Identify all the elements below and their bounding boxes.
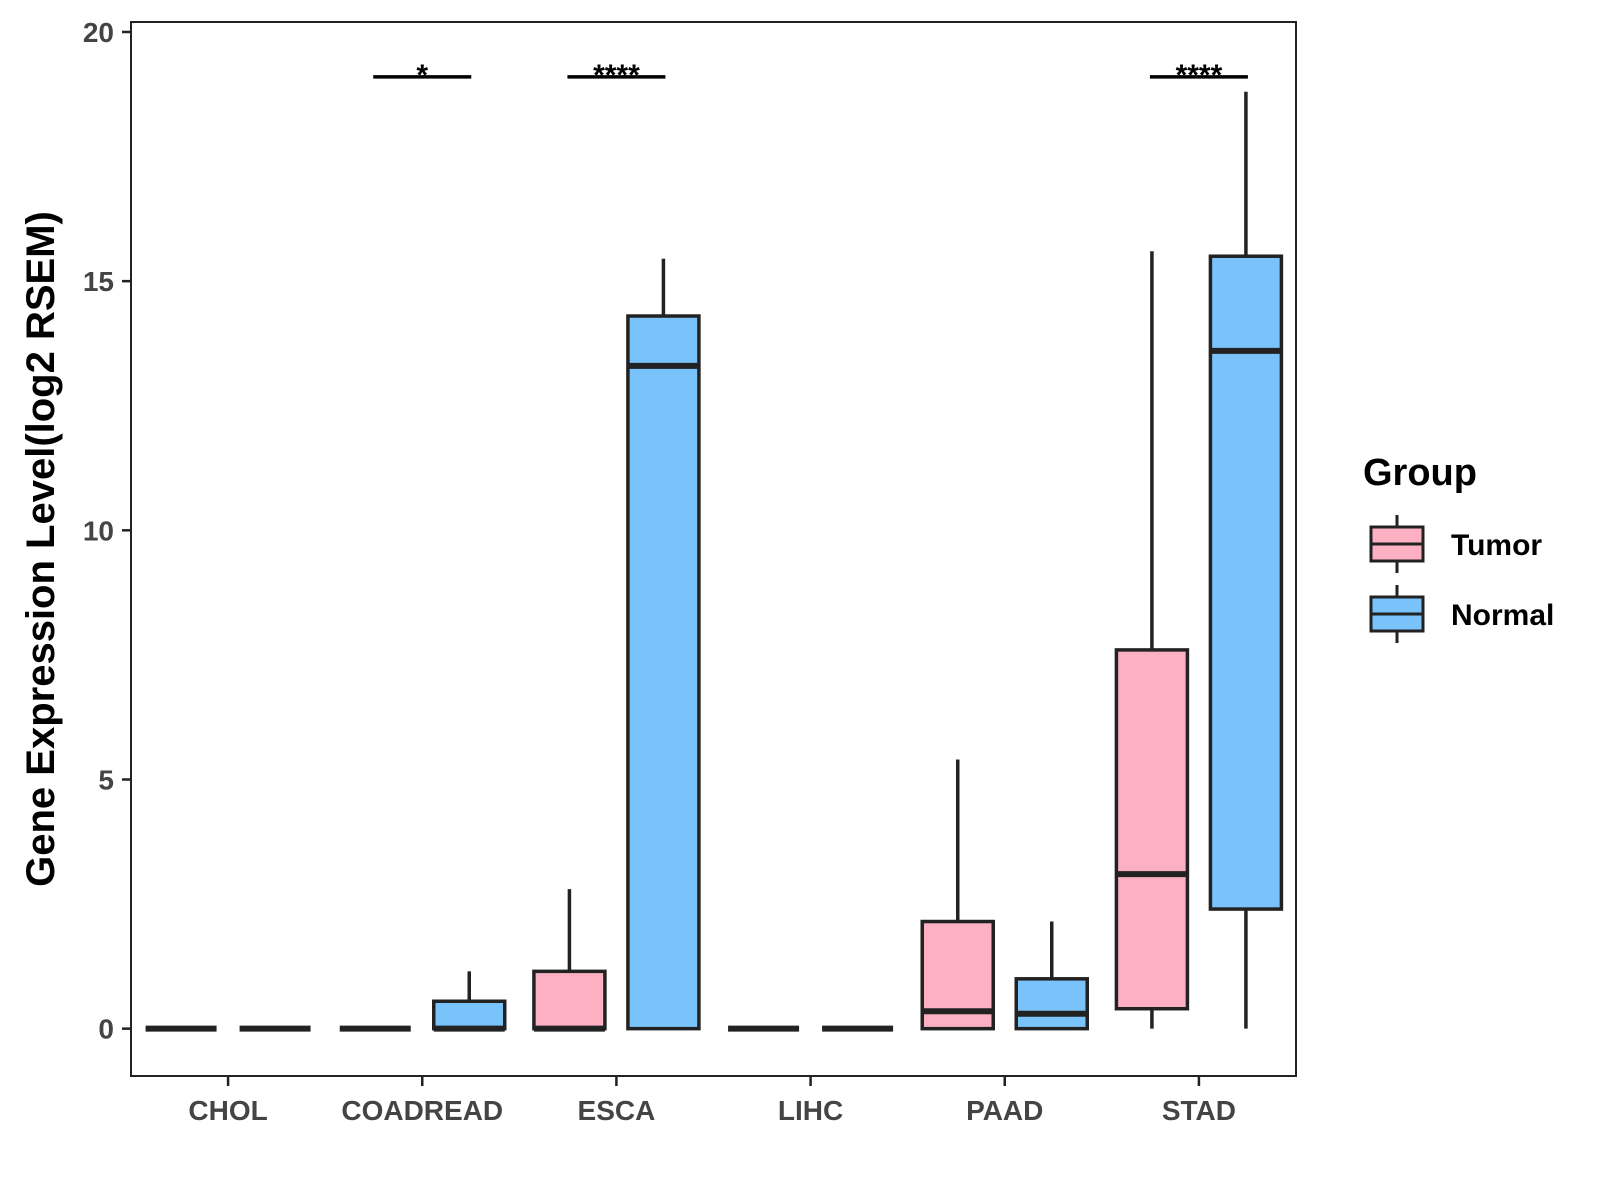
box-body (1208, 254, 1284, 911)
box-tumor-stad (1114, 251, 1190, 1029)
x-tick-label-coadread: COADREAD (341, 1095, 503, 1126)
box-normal-esca (626, 258, 701, 1031)
x-tick-label-chol: CHOL (188, 1095, 267, 1126)
y-tick-label: 10 (83, 515, 114, 546)
box-body (626, 314, 701, 1031)
legend-item-tumor: Tumor (1369, 515, 1542, 573)
box-tumor-esca (532, 889, 607, 1032)
box-normal-coadread (432, 971, 507, 1032)
x-tick-label-esca: ESCA (578, 1095, 656, 1126)
legend-label: Normal (1451, 599, 1554, 632)
y-tick-label: 15 (83, 266, 114, 297)
significance-layer: * **** **** (373, 59, 1248, 92)
significance-esca: **** (567, 59, 666, 92)
legend: Group Tumor Normal (1363, 452, 1554, 643)
y-tick-label: 5 (98, 764, 114, 795)
y-axis: 0 5 10 15 20 (83, 17, 131, 1045)
significance-stad: **** (1149, 59, 1248, 92)
x-tick-label-paad: PAAD (966, 1095, 1043, 1126)
box-body (532, 969, 607, 1031)
significance-coadread: * (373, 59, 472, 92)
box-body (1114, 648, 1190, 1011)
x-tick-label-lihc: LIHC (778, 1095, 843, 1126)
box-normal-paad (1014, 921, 1089, 1031)
boxes-layer (145, 91, 1284, 1032)
significance-label: **** (593, 59, 640, 92)
box-normal-stad (1208, 91, 1284, 1029)
significance-label: **** (1176, 59, 1223, 92)
y-tick-label: 0 (98, 1014, 114, 1045)
box-body (432, 999, 507, 1031)
x-axis: CHOL COADREAD ESCA LIHC PAAD STAD (188, 1076, 1236, 1126)
significance-label: * (416, 59, 428, 92)
box-body (1014, 977, 1089, 1031)
y-axis-title: Gene Expression Level(log2 RSEM) (19, 211, 63, 887)
legend-title: Group (1363, 452, 1477, 494)
legend-label: Tumor (1451, 529, 1542, 562)
box-tumor-paad (920, 759, 995, 1031)
y-tick-label: 20 (83, 17, 114, 48)
legend-item-normal: Normal (1369, 585, 1554, 643)
plot-panel-border (130, 21, 1297, 1077)
x-tick-label-stad: STAD (1162, 1095, 1236, 1126)
